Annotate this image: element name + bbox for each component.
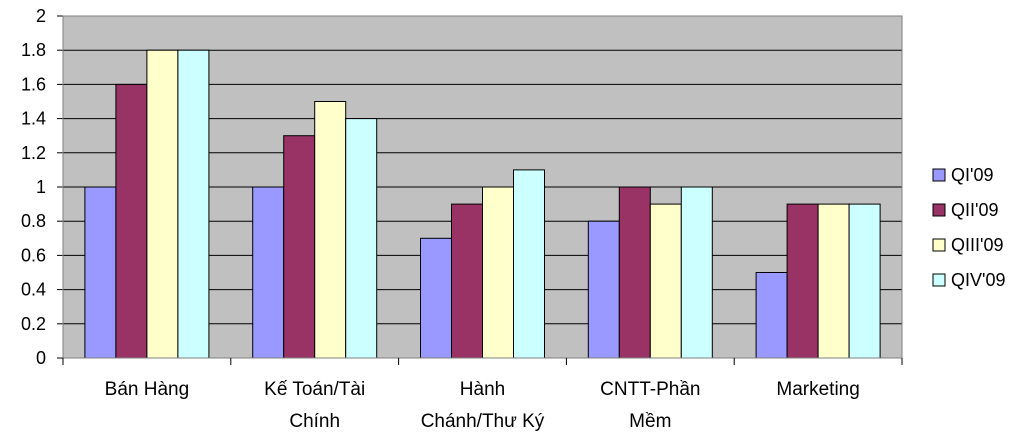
bar <box>786 203 819 359</box>
y-tick-label: 1.4 <box>21 109 46 129</box>
legend: QI'09 QII'09 QIII'09 QIV'09 <box>932 165 1005 290</box>
x-tick-label-line: Hành <box>460 379 505 400</box>
legend-swatch <box>932 168 946 182</box>
y-tick-label: 0.4 <box>21 280 46 300</box>
y-tick-label: 0.8 <box>21 211 46 231</box>
bar <box>314 101 347 359</box>
bar <box>345 118 378 359</box>
bar <box>755 272 788 359</box>
legend-swatch <box>932 273 946 287</box>
legend-label: QIV'09 <box>951 270 1005 290</box>
legend-label: QII'09 <box>951 200 998 220</box>
bar <box>146 49 179 359</box>
y-tick-label: 0.6 <box>21 245 46 265</box>
y-tick-label: 1.2 <box>21 143 46 163</box>
x-tick-label: Marketing <box>776 379 859 400</box>
bar <box>513 169 545 359</box>
x-tick-label: Bán Hàng <box>105 379 190 400</box>
bar <box>252 186 285 359</box>
bar <box>587 220 620 359</box>
bar <box>680 186 713 359</box>
y-tick-label: 2 <box>36 6 46 26</box>
bar <box>115 83 148 359</box>
x-tick-label: Kế Toán/Tài Chính <box>264 379 365 432</box>
x-tick-label: Hành Chánh/Thư Ký <box>421 379 545 432</box>
bar <box>817 203 850 359</box>
bar <box>848 203 881 359</box>
plot-border <box>62 15 903 359</box>
x-tick-label-line: Chánh/Thư Ký <box>421 411 545 432</box>
x-tick-label-line: Kế Toán/Tài <box>264 379 365 400</box>
legend-swatch <box>932 203 946 217</box>
x-tick-label-line: Mềm <box>629 411 671 432</box>
bar <box>618 186 651 359</box>
bar <box>283 135 316 359</box>
bar <box>451 203 483 359</box>
y-tick-label: 1 <box>36 177 46 197</box>
x-tick-labels: Bán Hàng Kế Toán/Tài Chính Hành Chánh/Thư Ký… <box>105 379 860 432</box>
bar <box>649 203 682 359</box>
bars <box>84 49 881 359</box>
y-tick-label: 0.2 <box>21 314 46 334</box>
bar <box>84 186 117 359</box>
x-tick-label-line: Bán Hàng <box>105 379 190 400</box>
y-tick-labels: 0 0.2 0.4 0.6 0.8 1 1.2 1.4 1.6 1.8 2 <box>21 6 46 368</box>
legend-label: QI'09 <box>951 165 993 185</box>
x-tick-label: CNTT-Phần Mềm <box>600 379 700 432</box>
legend-label: QIII'09 <box>951 235 1003 255</box>
bar <box>177 49 210 359</box>
x-tick-label-line: CNTT-Phần <box>600 379 700 400</box>
y-tick-label: 0 <box>36 348 46 368</box>
y-tick-label: 1.8 <box>21 40 46 60</box>
y-tick-label: 1.6 <box>21 74 46 94</box>
x-tick-label-line: Marketing <box>776 379 859 400</box>
x-tick-label-line: Chính <box>289 411 340 432</box>
legend-swatch <box>932 238 946 252</box>
bar <box>420 237 452 359</box>
axes <box>57 15 903 365</box>
bar <box>482 186 514 359</box>
